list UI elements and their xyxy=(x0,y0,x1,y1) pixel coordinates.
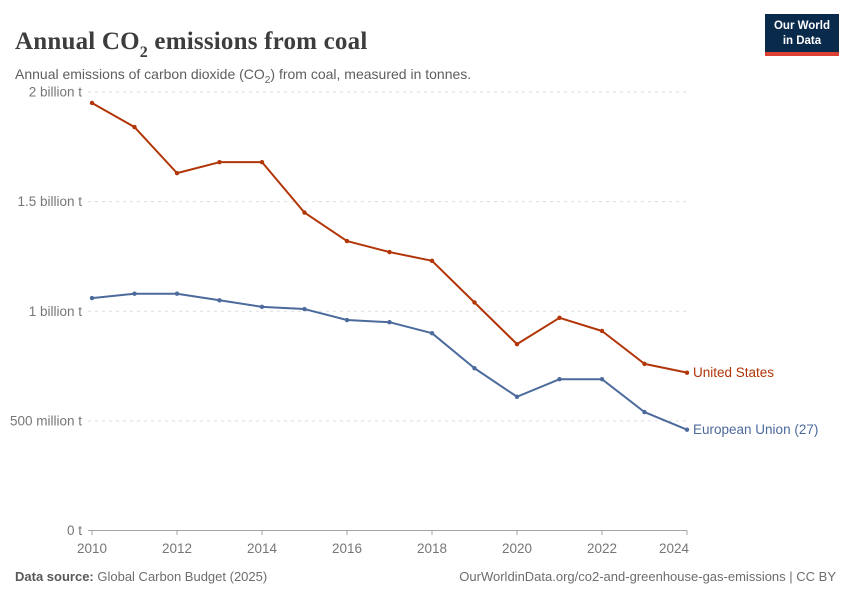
data-point-united-states-2017[interactable] xyxy=(387,249,392,255)
x-axis-label-2024: 2024 xyxy=(659,541,690,556)
footer-citation-link[interactable]: OurWorldinData.org/co2-and-greenhouse-ga… xyxy=(459,569,836,584)
page-title-text: Annual CO xyxy=(15,27,140,55)
data-point-united-states-2023[interactable] xyxy=(642,361,647,367)
data-point-european-union-27-2018[interactable] xyxy=(429,330,435,336)
data-point-united-states-2013[interactable] xyxy=(217,159,222,165)
owid-logo[interactable]: Our World in Data xyxy=(764,14,839,56)
data-point-european-union-27-2011[interactable] xyxy=(132,291,137,296)
data-point-european-union-27-2019[interactable] xyxy=(472,366,477,371)
data-point-united-states-2010[interactable] xyxy=(89,100,95,106)
x-axis-label-2010: 2010 xyxy=(77,541,107,556)
data-point-european-union-27-2024[interactable] xyxy=(684,427,690,432)
data-point-european-union-27-2014[interactable] xyxy=(259,304,265,310)
data-point-european-union-27-2022[interactable] xyxy=(599,377,605,382)
data-point-united-states-2021[interactable] xyxy=(557,315,562,321)
x-axis-label-2020: 2020 xyxy=(502,541,532,556)
owid-logo-line2: in Data xyxy=(782,34,822,47)
series-line-european-union-27[interactable] xyxy=(91,292,688,431)
data-point-european-union-27-2017[interactable] xyxy=(387,320,392,325)
page-title-text-rest: emissions from coal xyxy=(147,27,368,55)
series-label-united-states[interactable]: United States xyxy=(693,365,774,380)
y-axis-label-500-million-t: 500 million t xyxy=(10,413,82,428)
data-source-label: Data source: xyxy=(15,569,94,584)
y-axis-label-1-5-billion-t: 1.5 billion t xyxy=(17,194,82,209)
x-axis-label-2014: 2014 xyxy=(247,541,278,556)
data-point-united-states-2018[interactable] xyxy=(429,258,435,264)
page-title: Annual CO2 emissions from coal xyxy=(15,27,368,60)
series-line-united-states[interactable] xyxy=(91,101,688,374)
data-point-european-union-27-2010[interactable] xyxy=(89,295,95,301)
series-label-european-union-27[interactable]: European Union (27) xyxy=(693,422,818,437)
page-title-subscript: 2 xyxy=(139,43,148,61)
data-point-united-states-2016[interactable] xyxy=(344,238,350,244)
data-point-european-union-27-2020[interactable] xyxy=(514,394,520,399)
x-axis-label-2022: 2022 xyxy=(587,541,617,556)
owid-logo-line1: Our World xyxy=(773,20,830,32)
data-point-united-states-2014[interactable] xyxy=(259,159,265,165)
data-point-european-union-27-2021[interactable] xyxy=(557,377,562,382)
x-axis-label-2018: 2018 xyxy=(417,541,447,556)
data-point-united-states-2022[interactable] xyxy=(599,328,605,334)
data-source: Data source: Global Carbon Budget (2025) xyxy=(15,569,267,584)
data-point-united-states-2011[interactable] xyxy=(132,124,137,130)
y-axis-label-0-t: 0 t xyxy=(67,523,82,538)
y-axis-label-2-billion-t: 2 billion t xyxy=(29,85,83,100)
y-axis-label-1-billion-t: 1 billion t xyxy=(29,304,83,319)
data-point-european-union-27-2016[interactable] xyxy=(344,317,350,323)
chart-subtitle: Annual emissions of carbon dioxide (CO2)… xyxy=(15,66,472,86)
data-point-united-states-2020[interactable] xyxy=(514,341,520,347)
x-axis-label-2016: 2016 xyxy=(332,541,362,556)
data-point-european-union-27-2023[interactable] xyxy=(642,409,647,415)
data-point-european-union-27-2013[interactable] xyxy=(217,298,222,303)
data-point-united-states-2015[interactable] xyxy=(302,210,307,215)
data-point-united-states-2019[interactable] xyxy=(472,300,477,305)
data-point-united-states-2012[interactable] xyxy=(174,170,180,176)
data-point-european-union-27-2015[interactable] xyxy=(302,306,307,312)
data-source-value: Global Carbon Budget (2025) xyxy=(93,569,268,584)
data-point-european-union-27-2012[interactable] xyxy=(174,291,180,296)
data-point-united-states-2024[interactable] xyxy=(684,370,690,375)
x-axis-label-2012: 2012 xyxy=(162,541,192,556)
